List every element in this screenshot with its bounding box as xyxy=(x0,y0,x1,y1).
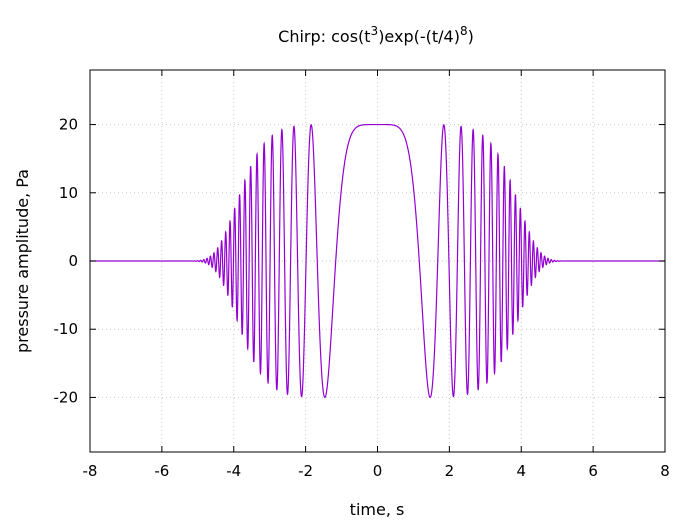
chart-title-suffix: ) xyxy=(468,27,474,46)
chart-title-middle: )exp(-(t/4) xyxy=(378,27,460,46)
x-tick-label: 2 xyxy=(445,462,455,480)
y-tick-labels: -20 -10 0 10 20 xyxy=(54,116,79,407)
series-layer xyxy=(90,123,665,398)
chart-title-prefix: Chirp: cos(t xyxy=(278,27,370,46)
x-tick-labels: -8 -6 -4 -2 0 2 4 6 8 xyxy=(83,462,670,480)
x-tick-label: 6 xyxy=(588,462,598,480)
x-tick-label: 4 xyxy=(516,462,526,480)
chart-title-sup2: 8 xyxy=(460,24,468,38)
chart-title: Chirp: cos(t3)exp(-(t/4)8) xyxy=(278,24,474,46)
y-tick-label: 0 xyxy=(68,252,78,270)
y-tick-label: -10 xyxy=(54,320,79,338)
x-tick-label: 8 xyxy=(660,462,670,480)
tick-marks xyxy=(89,70,666,452)
x-tick-label: -6 xyxy=(154,462,169,480)
x-tick-label: -4 xyxy=(226,462,241,480)
x-tick-label: -2 xyxy=(298,462,313,480)
chirp-line xyxy=(90,123,665,398)
y-axis-title: pressure amplitude, Pa xyxy=(13,169,32,353)
y-tick-label: -20 xyxy=(54,388,79,406)
y-tick-label: 10 xyxy=(59,184,78,202)
x-tick-label: -8 xyxy=(83,462,98,480)
x-axis-title: time, s xyxy=(350,500,405,519)
y-tick-label: 20 xyxy=(59,116,78,134)
chart-title-sup1: 3 xyxy=(371,24,379,38)
x-tick-label: 0 xyxy=(373,462,383,480)
